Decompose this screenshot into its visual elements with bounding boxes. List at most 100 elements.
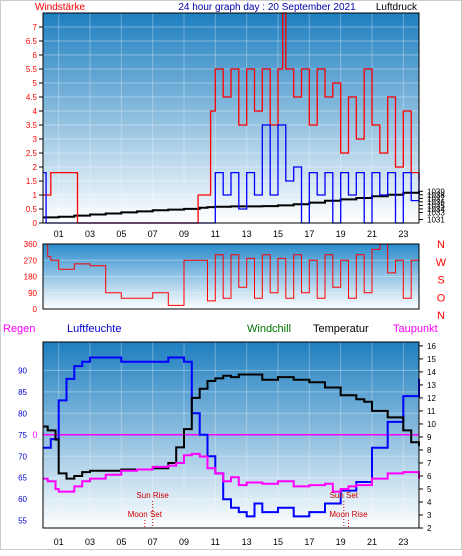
- direction-tick-label: 180: [24, 273, 38, 282]
- humidity-tick-label: 80: [18, 409, 27, 418]
- temp-x-tick-label: 13: [242, 537, 252, 547]
- wind-x-tick-label: 03: [85, 229, 95, 239]
- rain-zero-label: 0: [32, 430, 37, 440]
- wind-x-tick-label: 07: [148, 229, 158, 239]
- wind-x-tick-label: 15: [273, 229, 283, 239]
- wind-left-axis-label: Windstärke: [35, 2, 85, 13]
- direction-tick-label: 0: [33, 305, 38, 314]
- wind-left-tick-label: 1: [33, 191, 38, 200]
- labels: 00.511.522.533.544.555.566.5710311033103…: [3, 2, 447, 547]
- temp-x-tick-label: 01: [54, 537, 64, 547]
- temp-right-tick-label: 6: [427, 472, 432, 481]
- temp-x-tick-label: 09: [179, 537, 189, 547]
- wind-series-windst-rke: [43, 124, 420, 224]
- temp-right-tick-label: 12: [427, 394, 436, 403]
- legend-regen: Regen: [3, 323, 35, 335]
- astro-annotation: Sun Set: [330, 491, 359, 500]
- wind-left-tick-label: 4: [33, 107, 38, 116]
- temp-x-tick-label: 03: [85, 537, 95, 547]
- series-temperatur: [43, 373, 420, 480]
- temp-right-tick-label: 7: [427, 459, 432, 468]
- pressure-right-tick-label: 1033: [427, 208, 445, 217]
- temp-right-tick-label: 14: [427, 368, 436, 377]
- legend-taupunkt: Taupunkt: [393, 323, 438, 335]
- temp-x-tick-label: 21: [367, 537, 377, 547]
- compass-label: O: [437, 292, 446, 304]
- pressure-right-tick-label: 1034: [427, 205, 445, 214]
- wind-left-tick-label: 5.5: [26, 65, 38, 74]
- direction-tick-label: 360: [24, 240, 38, 249]
- humidity-tick-label: 75: [18, 431, 27, 440]
- wind-x-tick-label: 23: [398, 229, 408, 239]
- data-series: [43, 12, 420, 518]
- temp-x-tick-label: 05: [116, 537, 126, 547]
- pressure-right-tick-label: 1036: [427, 198, 445, 207]
- wind-plot-frame: [42, 12, 420, 224]
- wind-x-tick-label: 21: [367, 229, 377, 239]
- temp-x-tick-label: 23: [398, 537, 408, 547]
- humidity-tick-label: 65: [18, 474, 27, 483]
- series-taupunkt: [43, 452, 420, 493]
- astro-annotation: Sun Rise: [136, 491, 169, 500]
- direction-tick-label: 90: [28, 289, 37, 298]
- humidity-tick-label: 90: [18, 366, 27, 375]
- wind-left-tick-label: 5: [33, 79, 38, 88]
- compass-label: N: [437, 239, 445, 251]
- temp-right-tick-label: 13: [427, 381, 436, 390]
- temp-x-tick-label: 19: [336, 537, 346, 547]
- chart-title: 24 hour graph day : 20 September 2021: [178, 2, 356, 13]
- humidity-tick-label: 85: [18, 388, 27, 397]
- pressure-right-tick-label: 1031: [427, 215, 445, 224]
- compass-label: W: [436, 257, 447, 269]
- series-windrichtung: [43, 243, 419, 306]
- wind-series-luftdruck: [43, 190, 420, 219]
- legend-temperatur: Temperatur: [313, 323, 369, 335]
- wind-left-tick-label: 6: [33, 51, 38, 60]
- temp-x-tick-label: 17: [304, 537, 314, 547]
- humidity-tick-label: 60: [18, 495, 27, 504]
- temp-right-tick-label: 5: [427, 485, 432, 494]
- pressure-right-tick-label: 1038: [427, 191, 445, 200]
- direction-tick-label: 270: [24, 256, 38, 265]
- temp-x-tick-label: 11: [211, 537, 220, 547]
- temp-right-tick-label: 4: [427, 498, 432, 507]
- wind-left-tick-label: 6.5: [26, 37, 38, 46]
- wind-left-tick-label: 0: [33, 219, 38, 228]
- wind-left-tick-label: 1.5: [26, 177, 38, 186]
- temp-right-tick-label: 11: [427, 407, 436, 416]
- wind-left-tick-label: 2: [33, 163, 38, 172]
- wind-left-tick-label: 3: [33, 135, 38, 144]
- temp-right-tick-label: 8: [427, 446, 432, 455]
- axes: [39, 12, 423, 529]
- temp-right-tick-label: 15: [427, 355, 436, 364]
- pressure-right-tick-label: 1035: [427, 201, 445, 210]
- wind-x-tick-label: 01: [54, 229, 64, 239]
- astro-annotation: Moon Rise: [329, 510, 368, 519]
- wind-x-tick-label: 09: [179, 229, 189, 239]
- series-luftfeuchte: [43, 356, 420, 518]
- temp-right-tick-label: 2: [427, 524, 432, 533]
- legend-luftfeuchte: Luftfeuchte: [67, 323, 121, 335]
- humidity-tick-label: 55: [18, 517, 27, 526]
- wind-left-tick-label: 7: [33, 23, 38, 32]
- wind-left-tick-label: 2.5: [26, 149, 38, 158]
- temp-right-tick-label: 10: [427, 420, 436, 429]
- temp-plot-frame: [42, 341, 420, 529]
- pressure-axis-label: Luftdruck: [376, 2, 418, 13]
- pressure-right-tick-label: 1039: [427, 187, 445, 196]
- pressure-right-tick-label: 1037: [427, 194, 445, 203]
- humidity-tick-label: 70: [18, 452, 27, 461]
- wind-x-tick-label: 05: [116, 229, 126, 239]
- compass-label: N: [437, 310, 445, 322]
- astro-annotation: Moon Set: [128, 510, 163, 519]
- temp-right-tick-label: 16: [427, 342, 436, 351]
- wind-left-tick-label: 3.5: [26, 121, 38, 130]
- temp-right-tick-label: 9: [427, 433, 432, 442]
- legend-windchill: Windchill: [247, 323, 291, 335]
- wind-x-tick-label: 19: [336, 229, 346, 239]
- temp-right-tick-label: 3: [427, 511, 432, 520]
- temp-x-tick-label: 15: [273, 537, 283, 547]
- wind-x-tick-label: 17: [304, 229, 314, 239]
